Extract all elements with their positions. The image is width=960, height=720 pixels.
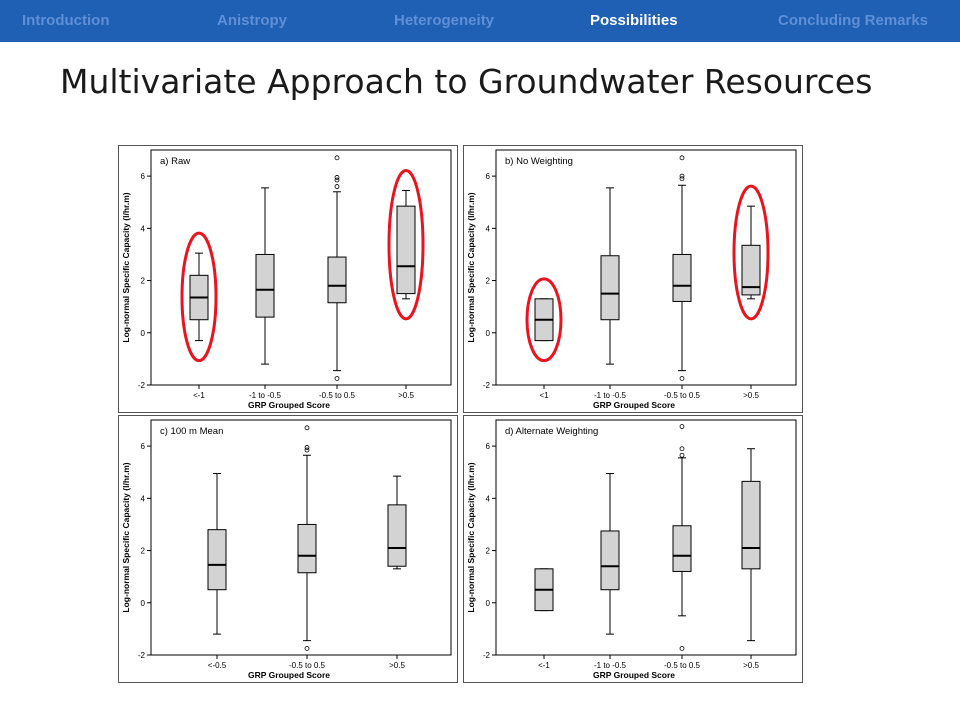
y-tick-label: 0 [141, 599, 146, 608]
y-axis-label: Log-normal Specific Capacity (l/hr.m) [121, 192, 131, 342]
nav-item-anistropy[interactable]: Anistropy [217, 12, 288, 29]
x-tick-label: >0.5 [743, 661, 759, 670]
y-tick-label: 4 [486, 494, 491, 503]
iqr-box [327, 256, 347, 304]
x-axis-label: GRP Grouped Score [248, 670, 330, 680]
nav-item-concluding-remarks[interactable]: Concluding Remarks [778, 12, 929, 29]
y-axis-label: Log-normal Specific Capacity (l/hr.m) [466, 192, 476, 342]
y-tick-label: 2 [486, 547, 491, 556]
outlier-point [679, 376, 685, 381]
y-tick-label: 2 [141, 277, 146, 286]
y-tick-label: -2 [138, 381, 146, 390]
y-axis-label: Log-normal Specific Capacity (l/hr.m) [121, 462, 131, 612]
y-tick-label: 6 [486, 172, 491, 181]
y-axis-label: Log-normal Specific Capacity (l/hr.m) [466, 462, 476, 612]
x-tick-label: -1 to -0.5 [594, 661, 627, 670]
nav-item-possibilities[interactable]: Possibilities [590, 12, 678, 29]
outlier-point [334, 175, 340, 180]
highlight-ellipse [180, 231, 218, 363]
y-tick-label: 4 [486, 224, 491, 233]
outlier-point [334, 184, 340, 189]
x-tick-label: <-1 [193, 391, 205, 400]
x-axis-label: GRP Grouped Score [593, 670, 675, 680]
y-tick-label: 6 [141, 442, 146, 451]
x-tick-label: <-0.5 [208, 661, 227, 670]
y-tick-label: 2 [486, 277, 491, 286]
outlier-point [334, 376, 340, 381]
iqr-box [600, 530, 620, 591]
section-nav-bar: Introduction Anistropy Heterogeneity Pos… [0, 0, 960, 42]
x-tick-label: <-1 [538, 661, 550, 670]
boxplot-panel: -2 0 2 4 6 Log-normal Specific Capacity (l/hr… [463, 415, 803, 683]
slide-title: Multivariate Approach to Groundwater Res… [60, 62, 873, 101]
outlier-point [679, 452, 685, 458]
iqr-box [600, 255, 620, 321]
y-tick-label: 0 [486, 329, 491, 338]
outlier-point [304, 445, 310, 450]
outlier-point [679, 446, 685, 452]
iqr-box [396, 205, 416, 295]
outlier-point [334, 155, 340, 161]
outlier-point [679, 155, 685, 161]
iqr-box [672, 253, 692, 302]
y-tick-label: -2 [483, 381, 491, 390]
iqr-box [255, 253, 275, 318]
outlier-point [304, 425, 310, 431]
x-tick-label: -1 to -0.5 [249, 391, 282, 400]
y-tick-label: 0 [141, 329, 146, 338]
y-tick-label: 0 [486, 599, 491, 608]
x-tick-label: -0.5 to 0.5 [289, 661, 326, 670]
outlier-point [679, 176, 685, 182]
boxplot-panel: -2 0 2 4 6 Log-normal Specific Capacity (l/hr… [118, 415, 458, 683]
x-tick-label: >0.5 [743, 391, 759, 400]
x-tick-label: -0.5 to 0.5 [319, 391, 356, 400]
iqr-box [207, 529, 227, 591]
iqr-box [672, 525, 692, 572]
highlight-ellipse [732, 184, 770, 321]
panel-title: b) No Weighting [505, 156, 573, 167]
boxplot-figure: -2 0 2 4 6 Log-normal Specific Capacity (l/hr… [118, 145, 808, 685]
outlier-point [679, 424, 685, 429]
x-tick-label: -0.5 to 0.5 [664, 391, 701, 400]
x-tick-label: -0.5 to 0.5 [664, 661, 701, 670]
outlier-point [679, 173, 685, 179]
y-tick-label: 6 [486, 442, 491, 451]
iqr-box [741, 244, 761, 296]
x-tick-label: <1 [539, 391, 549, 400]
boxplot-panel: -2 0 2 4 6 Log-normal Specific Capacity (l/hr… [463, 145, 803, 413]
x-tick-label: -1 to -0.5 [594, 391, 627, 400]
iqr-box [297, 523, 317, 574]
highlight-ellipse [387, 168, 425, 321]
outlier-point [304, 646, 310, 651]
x-axis-label: GRP Grouped Score [248, 400, 330, 410]
iqr-box [387, 504, 407, 567]
y-tick-label: 6 [141, 172, 146, 181]
nav-item-heterogeneity[interactable]: Heterogeneity [394, 12, 495, 29]
y-tick-label: -2 [483, 651, 491, 660]
boxplot-grid-svg: -2 0 2 4 6 Log-normal Specific Capacity (l/hr… [118, 145, 803, 683]
panel-title: a) Raw [160, 156, 190, 167]
y-tick-label: 4 [141, 224, 146, 233]
outlier-point [334, 177, 340, 183]
nav-item-introduction[interactable]: Introduction [22, 12, 110, 29]
x-tick-label: >0.5 [389, 661, 405, 670]
x-axis-label: GRP Grouped Score [593, 400, 675, 410]
iqr-box [741, 480, 761, 570]
panel-title: c) 100 m Mean [160, 426, 223, 437]
x-tick-label: >0.5 [398, 391, 414, 400]
y-tick-label: 4 [141, 494, 146, 503]
highlight-ellipse [525, 277, 563, 363]
panel-title: d) Alternate Weighting [505, 426, 598, 437]
outlier-point [304, 447, 310, 453]
outlier-point [679, 646, 685, 651]
boxplot-panel: -2 0 2 4 6 Log-normal Specific Capacity (l/hr… [118, 145, 458, 413]
y-tick-label: 2 [141, 547, 146, 556]
y-tick-label: -2 [138, 651, 146, 660]
